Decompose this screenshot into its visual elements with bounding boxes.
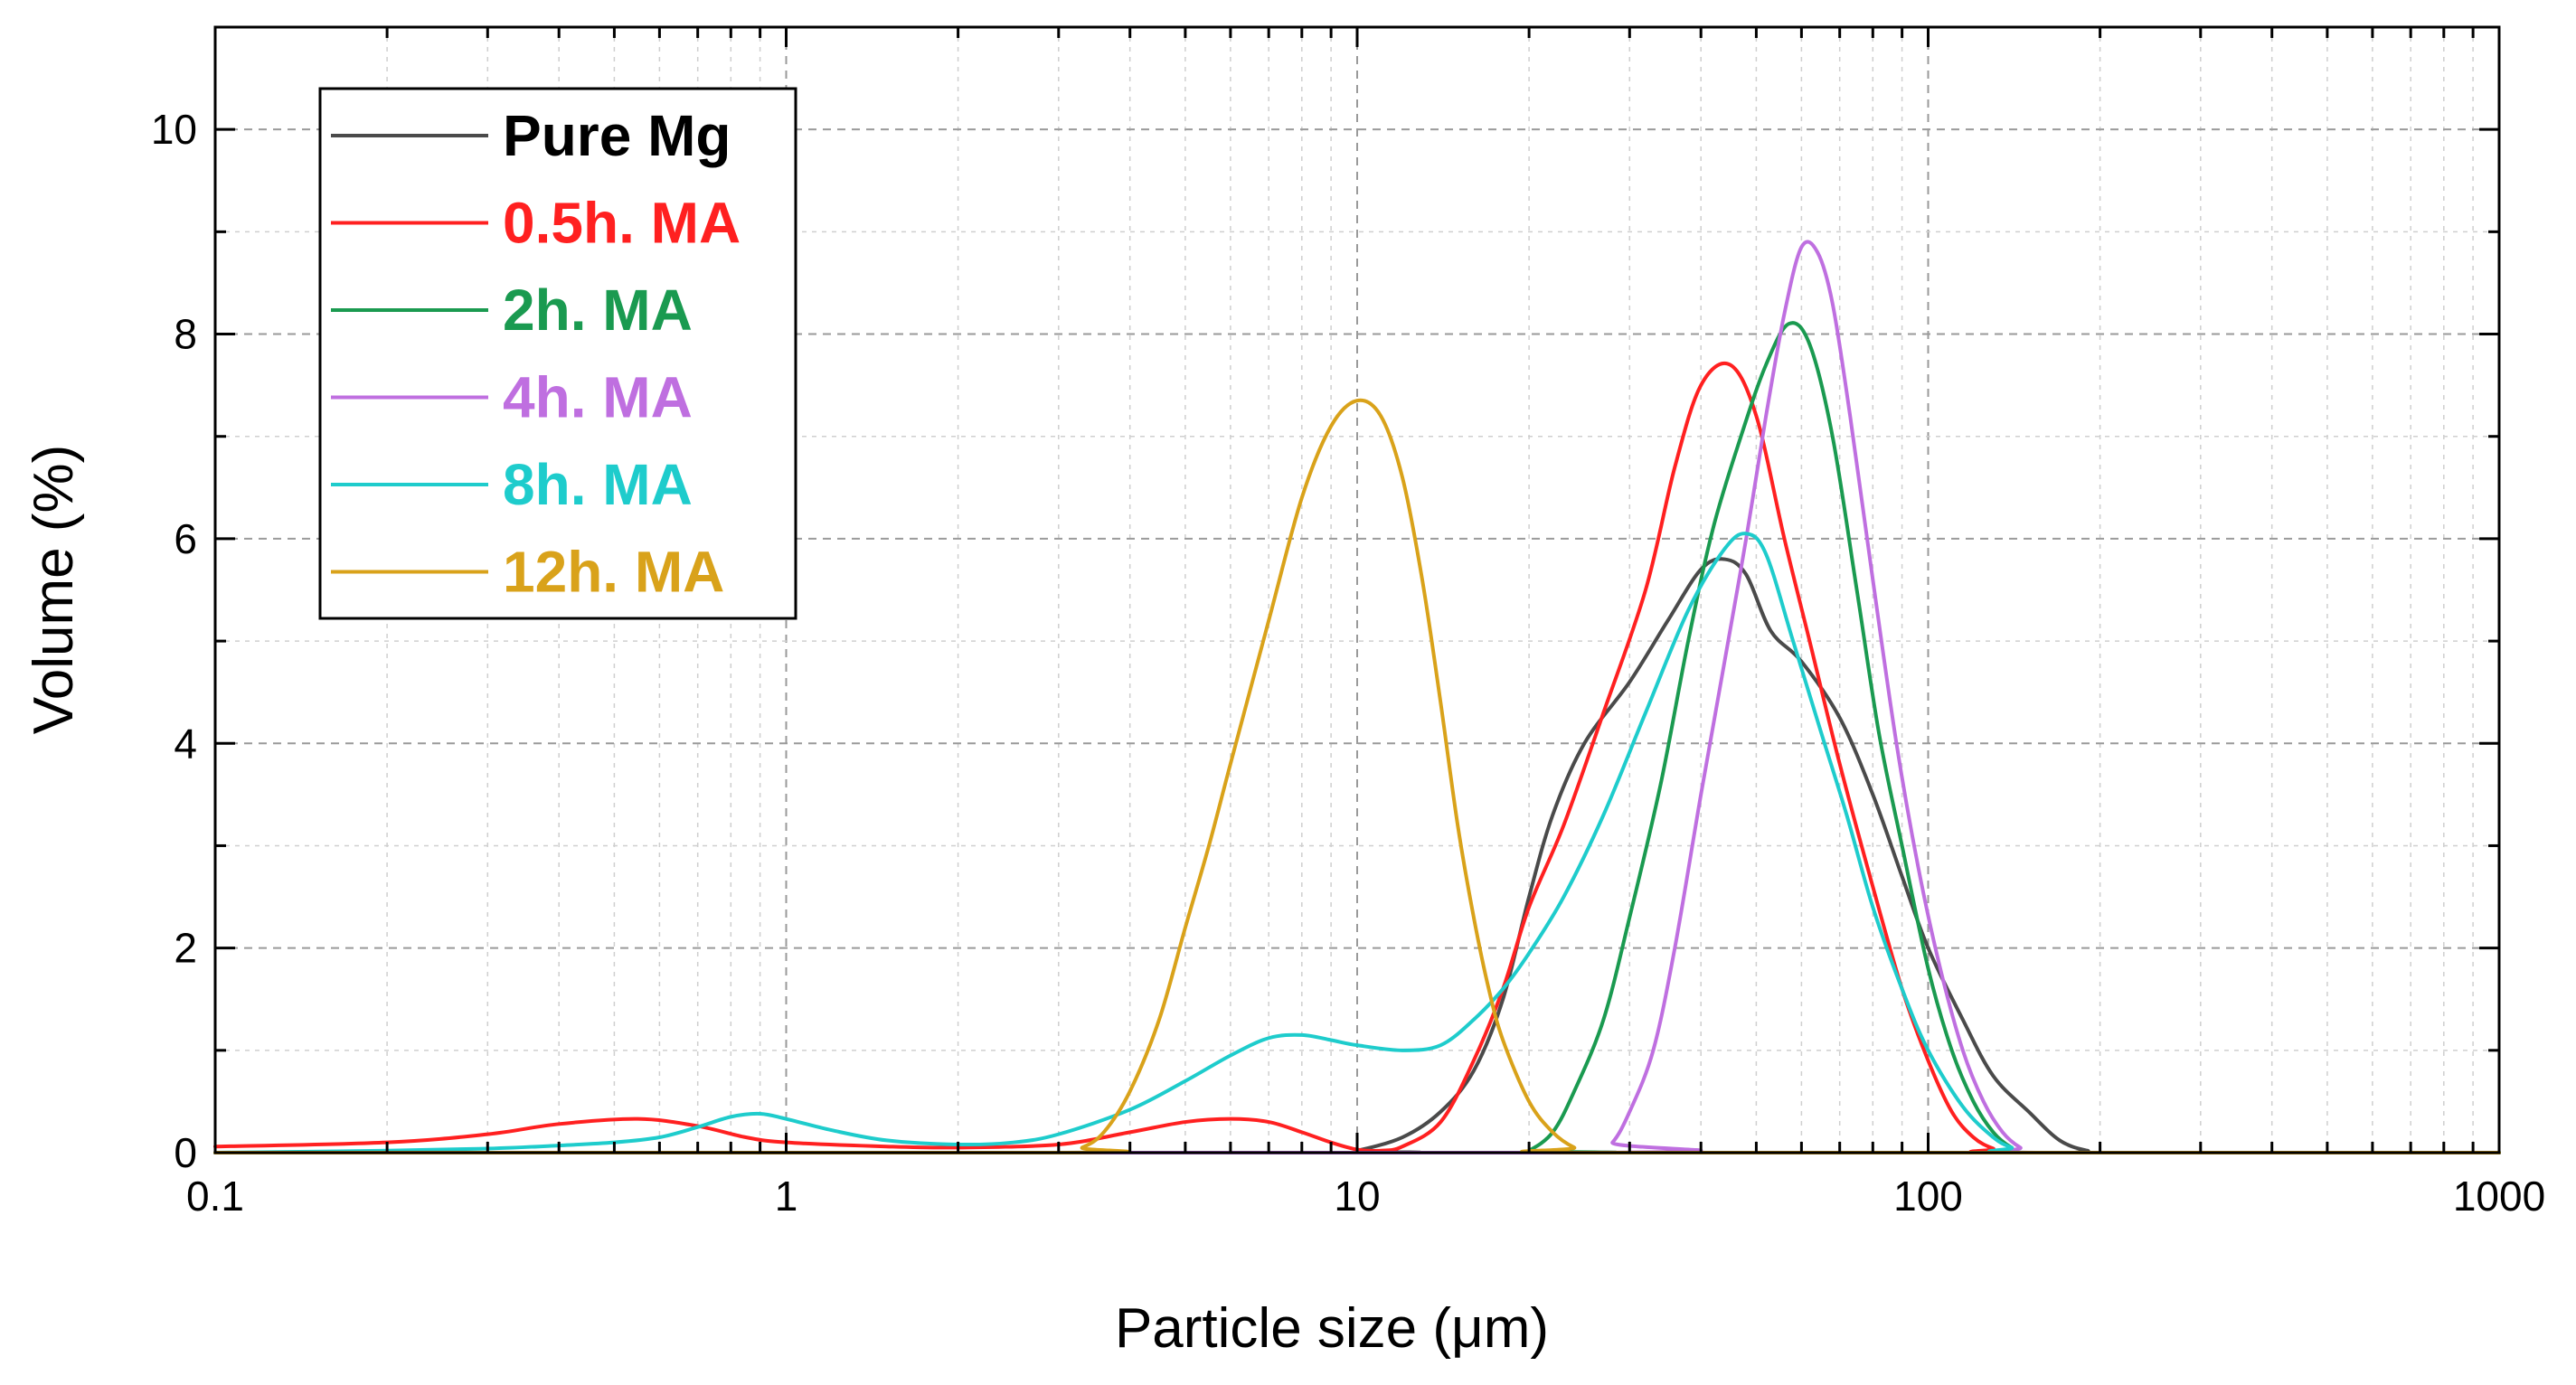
legend-label-8h-ma: 8h. MA <box>503 452 693 517</box>
y-tick-label: 6 <box>174 515 197 562</box>
legend: Pure Mg 0.5h. MA 2h. MA 4h. MA 8h. MA 12h. MA <box>318 87 797 620</box>
legend-label-0-5h-ma: 0.5h. MA <box>503 191 741 256</box>
legend-box <box>318 87 797 620</box>
series-line-12h-ma <box>213 398 2501 1155</box>
axis-ticks <box>213 25 2501 1154</box>
y-tick-label: 2 <box>174 925 197 972</box>
y-axis-title: Volume (%) <box>23 445 85 734</box>
axis-tick-labels: 0.1 1 10 100 1000 0 2 4 6 8 10 <box>151 106 2545 1220</box>
legend-label-pure-mg: Pure Mg <box>503 103 731 168</box>
y-tick-label: 8 <box>174 311 197 358</box>
legend-label-12h-ma: 12h. MA <box>503 540 724 605</box>
series-line-4h-ma <box>213 240 2501 1155</box>
y-tick-label: 0 <box>174 1129 197 1176</box>
legend-label-2h-ma: 2h. MA <box>503 278 693 343</box>
x-tick-label: 1000 <box>2453 1173 2545 1220</box>
legend-label-4h-ma: 4h. MA <box>503 365 693 430</box>
x-tick-label: 100 <box>1893 1173 1963 1220</box>
grid-lines <box>215 27 2499 1153</box>
x-tick-label: 10 <box>1334 1173 1380 1220</box>
y-tick-label: 4 <box>174 720 197 767</box>
x-tick-label: 0.1 <box>186 1173 244 1220</box>
x-tick-label: 1 <box>775 1173 798 1220</box>
y-tick-label: 10 <box>151 106 197 153</box>
series-line-8h-ma <box>213 532 2501 1155</box>
x-axis-title: Particle size (μm) <box>1115 1297 1549 1360</box>
